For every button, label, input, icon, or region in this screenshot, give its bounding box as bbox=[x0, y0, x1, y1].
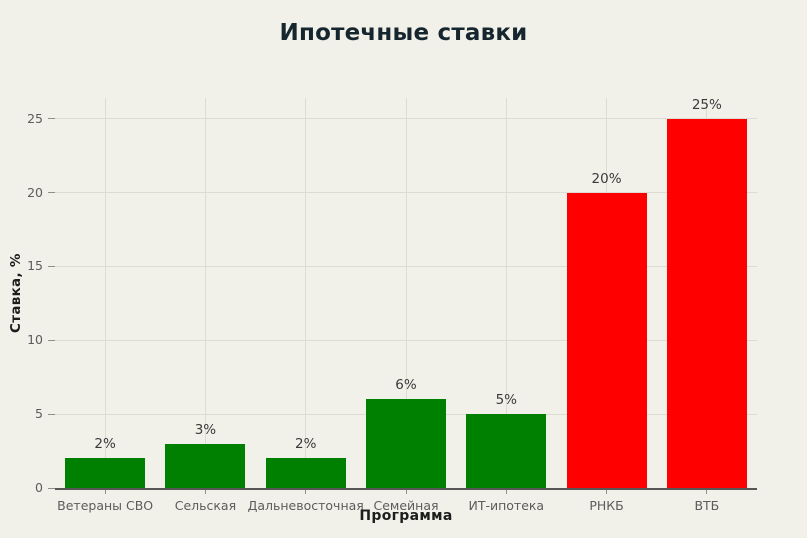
y-tick-mark bbox=[48, 265, 55, 267]
bar-value-label: 20% bbox=[591, 170, 622, 187]
bar bbox=[566, 192, 647, 488]
y-tick-mark bbox=[48, 118, 55, 120]
x-gridline bbox=[104, 98, 106, 488]
bar-value-label: 5% bbox=[495, 392, 517, 409]
bar bbox=[65, 458, 146, 488]
bar-value-label: 2% bbox=[94, 436, 116, 453]
bar bbox=[466, 414, 547, 488]
bar-value-label: 3% bbox=[194, 421, 217, 438]
x-gridline bbox=[305, 98, 307, 488]
y-tick-label: 25 bbox=[27, 110, 43, 126]
bar bbox=[366, 399, 446, 488]
x-tick-mark bbox=[706, 490, 708, 494]
bar-value-label: 6% bbox=[395, 377, 417, 394]
y-tick-mark bbox=[48, 487, 55, 489]
x-tick-label: Дальневосточная bbox=[247, 498, 364, 513]
y-tick-label: 5 bbox=[35, 406, 43, 422]
y-tick-mark bbox=[48, 192, 55, 194]
bar bbox=[165, 443, 246, 488]
x-gridline bbox=[405, 98, 407, 488]
x-tick-label: Семейная bbox=[373, 498, 439, 513]
x-tick-mark bbox=[505, 490, 507, 494]
x-gridline bbox=[505, 98, 507, 488]
y-tick-mark bbox=[48, 339, 55, 341]
x-tick-mark bbox=[204, 490, 206, 494]
y-tick-label: 20 bbox=[27, 184, 43, 200]
x-tick-label: Сельская bbox=[174, 498, 237, 513]
bar-value-label: 2% bbox=[294, 436, 317, 453]
x-tick-mark bbox=[104, 490, 106, 494]
x-tick-mark bbox=[405, 490, 407, 494]
x-tick-mark bbox=[606, 490, 608, 494]
x-tick-label: Ветераны СВО bbox=[57, 498, 154, 513]
y-tick-mark bbox=[48, 413, 55, 415]
bar bbox=[265, 458, 346, 488]
bar bbox=[666, 118, 747, 488]
x-gridline bbox=[204, 98, 206, 488]
plot-area: 0 5 10 15 20 25 2% Ветераны СВО 3% Сельская 2% Даль… bbox=[27, 96, 757, 513]
y-axis-title: Ставка, % bbox=[8, 253, 24, 333]
x-tick-label: РНКБ bbox=[589, 498, 624, 513]
y-tick-label: 10 bbox=[27, 332, 43, 348]
x-tick-mark bbox=[305, 490, 307, 494]
x-tick-label: ИТ-ипотека bbox=[468, 498, 545, 513]
x-tick-label: ВТБ bbox=[694, 498, 720, 513]
chart-title: Ипотечные ставки bbox=[279, 20, 528, 46]
y-tick-label: 15 bbox=[27, 258, 43, 274]
y-tick-label: 0 bbox=[35, 480, 43, 495]
bar-value-label: 25% bbox=[691, 96, 722, 113]
x-axis-title: Программа bbox=[359, 508, 453, 524]
